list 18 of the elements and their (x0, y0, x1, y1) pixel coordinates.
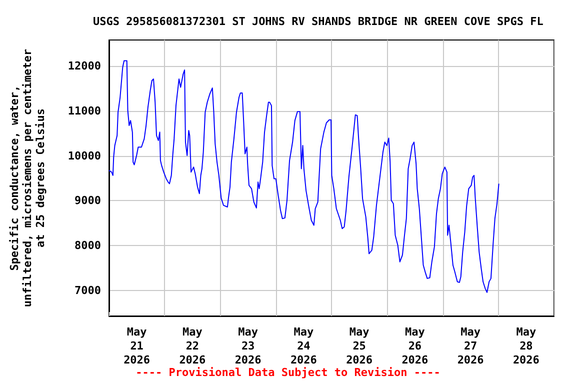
x-tick-label: May 27 2026 (457, 326, 484, 366)
x-tick-label: May 21 2026 (124, 326, 150, 366)
x-tick-label: May 23 2026 (234, 326, 262, 366)
y-tick-label: 10000 (68, 149, 101, 162)
y-tick-label: 11000 (68, 104, 101, 118)
x-tick-label: May 24 2026 (290, 326, 318, 366)
y-tick-label: 8000 (74, 239, 101, 252)
x-tick-label: May 22 2026 (179, 326, 206, 366)
x-tick-label: May 25 2026 (346, 326, 373, 366)
y-tick-label: 12000 (68, 60, 101, 73)
text: ---- Provisional Data Subject to Revision ---- (136, 366, 440, 379)
y-tick-label: 9000 (74, 194, 101, 208)
x-tick-label: May 28 2026 (512, 326, 540, 366)
line-series (108, 60, 500, 293)
chart-title: USGS 295856081372301 ST JOHNS RV SHANDS BRIDGE NR GREEN COVE SPGS FL (93, 15, 544, 28)
x-tick-label: May 26 2026 (402, 326, 429, 366)
y-tick-label: 7000 (74, 284, 101, 297)
y-axis-title: Specific conductance, water, unfiltered, microsiemens per centimeter at 25 degrees Celsius (8, 48, 47, 308)
